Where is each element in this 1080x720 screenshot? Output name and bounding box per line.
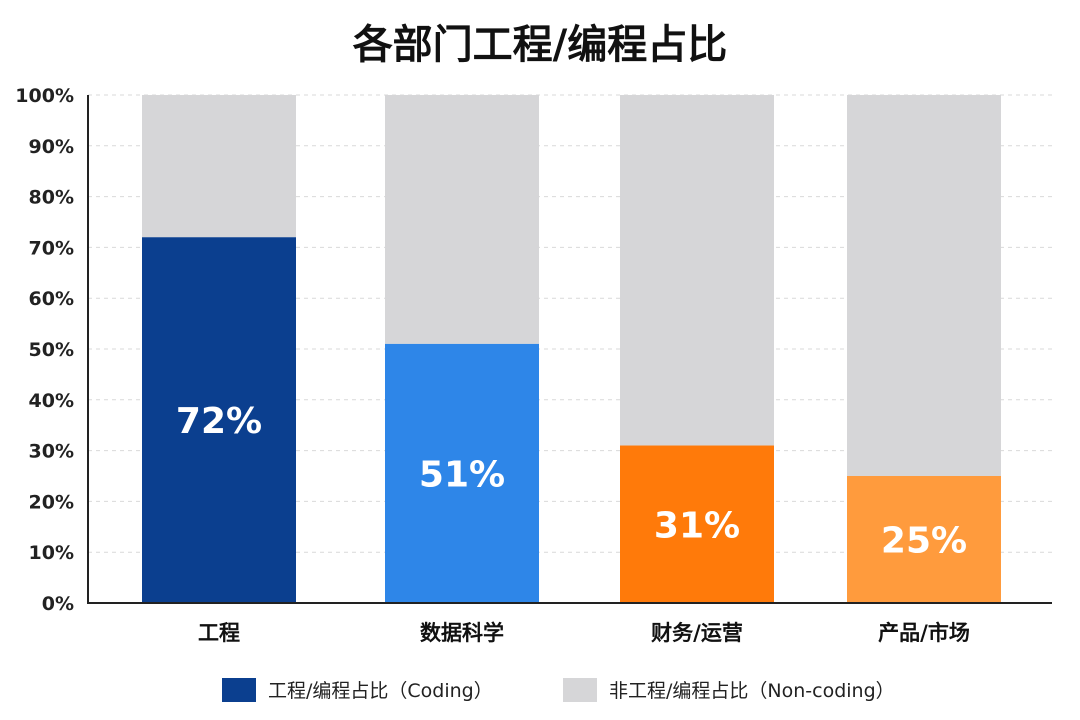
bar-segment-non-coding (385, 95, 539, 344)
legend-item-non-coding: 非工程/编程占比（Non-coding） (563, 676, 895, 703)
y-tick-label: 10% (29, 542, 74, 564)
y-tick-label: 0% (42, 593, 74, 615)
bar-segment-non-coding (142, 95, 296, 238)
bar-segment-non-coding (847, 95, 1001, 476)
x-category-label: 工程 (198, 621, 240, 645)
y-tick-label: 100% (15, 85, 74, 107)
bar-segment-coding (847, 476, 1001, 603)
bar-segment-coding (142, 237, 296, 604)
y-tick-label: 80% (29, 187, 74, 209)
data-label: 72% (176, 401, 262, 442)
y-tick-label: 50% (29, 339, 74, 361)
legend-swatch-coding (222, 677, 256, 702)
legend-swatch-non-coding (563, 677, 597, 702)
y-tick-label: 40% (29, 390, 74, 412)
bar-segment-coding (385, 343, 539, 603)
y-tick-label: 70% (29, 237, 74, 259)
y-tick-label: 30% (29, 441, 74, 463)
bar-segment-coding (620, 445, 774, 603)
legend: 工程/编程占比（Coding） 非工程/编程占比（Non-coding） (0, 676, 1080, 706)
data-label: 51% (419, 454, 505, 495)
legend-label-coding: 工程/编程占比（Coding） (268, 680, 493, 702)
data-label: 25% (881, 521, 967, 562)
data-label: 31% (654, 505, 740, 546)
bar-segment-non-coding (620, 95, 774, 446)
chart-title: 各部门工程/编程占比 (352, 22, 728, 68)
y-tick-label: 90% (29, 136, 74, 158)
legend-item-coding: 工程/编程占比（Coding） (222, 676, 493, 703)
y-tick-label: 20% (29, 491, 74, 513)
x-category-label: 财务/运营 (651, 621, 743, 645)
y-tick-label: 60% (29, 288, 74, 310)
x-category-label: 产品/市场 (878, 621, 970, 645)
legend-label-non-coding: 非工程/编程占比（Non-coding） (609, 680, 895, 702)
x-category-label: 数据科学 (420, 621, 504, 645)
